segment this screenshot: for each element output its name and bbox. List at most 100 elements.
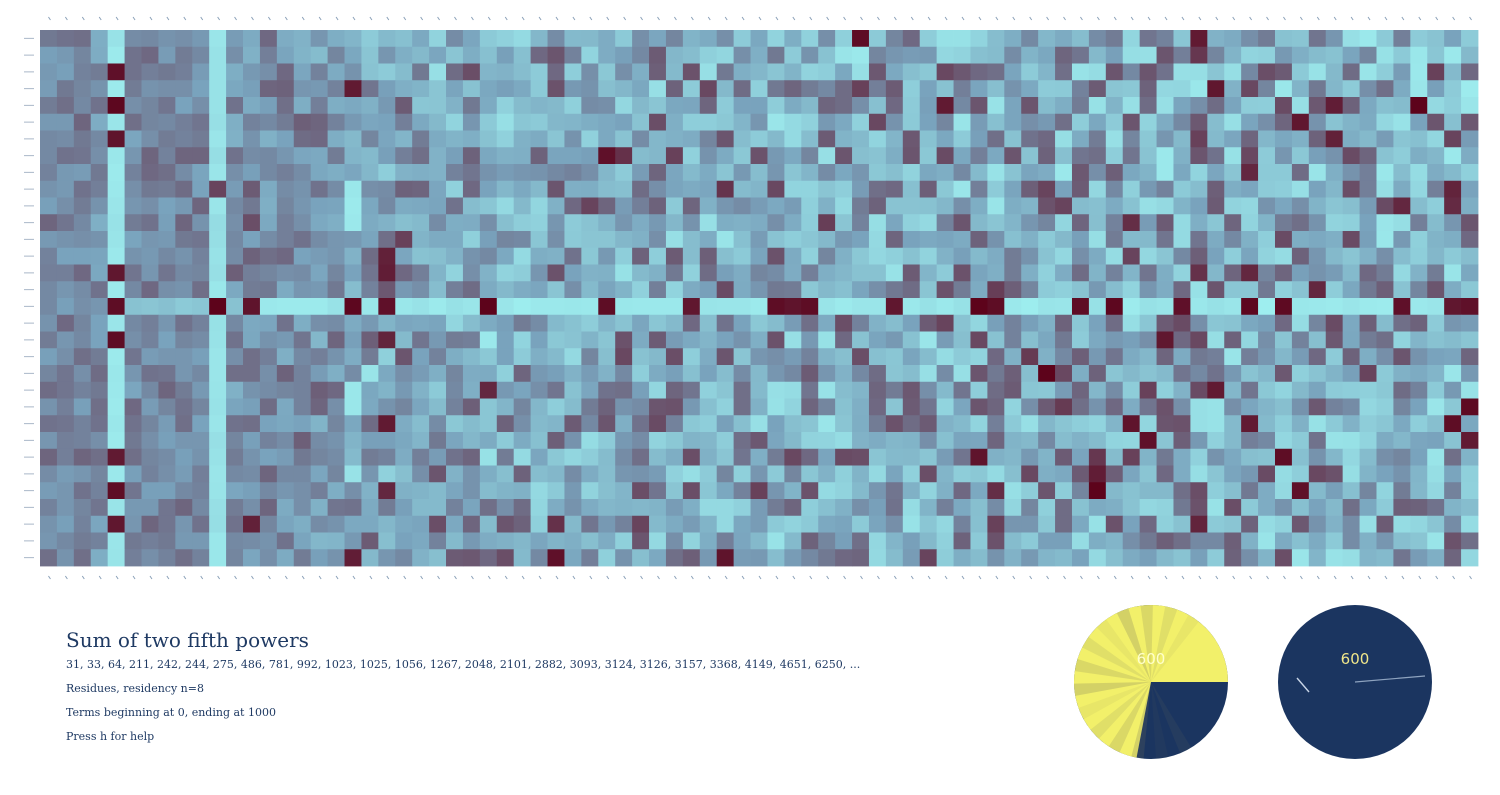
heatmap-cell xyxy=(496,331,515,349)
heatmap-cell xyxy=(868,180,887,198)
heatmap-cell xyxy=(1342,30,1360,48)
heatmap-cell xyxy=(1342,499,1360,517)
heatmap-cell xyxy=(1038,499,1056,517)
heatmap-chart[interactable] xyxy=(0,0,1500,590)
heatmap-cell xyxy=(361,499,379,517)
heatmap-cell xyxy=(276,281,295,299)
heatmap-cell xyxy=(1207,331,1225,349)
heatmap-cell xyxy=(1410,482,1428,500)
heatmap-cell xyxy=(665,532,684,550)
heatmap-cell xyxy=(699,247,718,265)
heatmap-cell xyxy=(1038,197,1056,215)
heatmap-cell xyxy=(1004,197,1022,215)
axis-tick xyxy=(200,575,204,580)
heatmap-cell xyxy=(124,63,142,81)
heatmap-cell xyxy=(479,46,498,64)
heatmap-cell xyxy=(1291,30,1310,48)
heatmap-cell xyxy=(1055,331,1073,349)
heatmap-cell xyxy=(40,499,58,517)
heatmap-cell xyxy=(665,398,684,416)
heatmap-cell xyxy=(462,281,481,299)
heatmap-cell xyxy=(682,130,701,148)
heatmap-cell xyxy=(90,130,109,148)
heatmap-cell xyxy=(987,432,1005,450)
heatmap-cell xyxy=(310,515,328,533)
heatmap-cell xyxy=(1139,398,1157,416)
heatmap-cell xyxy=(868,448,887,466)
heatmap-cell xyxy=(970,214,988,232)
heatmap-cell xyxy=(40,247,58,265)
heatmap-cell xyxy=(429,432,447,450)
pie-chart-right[interactable]: 600 xyxy=(1277,604,1433,760)
heatmap-cell xyxy=(581,415,599,433)
heatmap-cell xyxy=(124,465,142,483)
heatmap-cell xyxy=(1055,281,1073,299)
heatmap-cell xyxy=(902,30,921,48)
heatmap-cell xyxy=(818,314,836,332)
heatmap-cell xyxy=(1004,432,1022,450)
heatmap-cell xyxy=(699,381,718,399)
heatmap-cell xyxy=(1325,314,1344,332)
heatmap-cell xyxy=(1308,197,1327,215)
heatmap-cell xyxy=(1410,231,1428,249)
heatmap-cell xyxy=(1427,398,1445,416)
heatmap-cell xyxy=(868,63,887,81)
heatmap-cell xyxy=(868,147,887,165)
heatmap-cell xyxy=(1207,30,1225,48)
heatmap-cell xyxy=(699,180,718,198)
heatmap-cell xyxy=(632,264,650,282)
heatmap-cell xyxy=(581,80,599,98)
heatmap-cell xyxy=(259,264,278,282)
heatmap-cell xyxy=(462,264,481,282)
heatmap-cell xyxy=(970,46,988,64)
heatmap-cell xyxy=(513,214,532,232)
heatmap-cell xyxy=(1004,30,1022,48)
heatmap-cell xyxy=(1122,381,1141,399)
heatmap-cell xyxy=(784,381,802,399)
heatmap-cell xyxy=(429,46,447,64)
heatmap-cell xyxy=(1055,448,1073,466)
heatmap-cell xyxy=(496,147,515,165)
heatmap-cell xyxy=(141,197,159,215)
heatmap-cell xyxy=(1055,298,1073,316)
heatmap-cell xyxy=(56,30,75,48)
heatmap-cell xyxy=(1139,80,1157,98)
heatmap-cell xyxy=(446,63,464,81)
heatmap-cell xyxy=(1359,381,1377,399)
heatmap-cell xyxy=(716,46,735,64)
heatmap-cell xyxy=(1410,331,1428,349)
heatmap-cell xyxy=(175,231,193,249)
heatmap-cell xyxy=(293,180,312,198)
heatmap-cell xyxy=(936,147,954,165)
heatmap-cell xyxy=(699,231,718,249)
axis-tick xyxy=(640,575,643,580)
heatmap-cell xyxy=(665,113,684,131)
heatmap-cell xyxy=(564,281,582,299)
heatmap-cell xyxy=(1376,130,1394,148)
heatmap-cell xyxy=(243,97,261,115)
heatmap-cell xyxy=(124,264,142,282)
heatmap-cell xyxy=(936,415,954,433)
heatmap-cell xyxy=(56,298,75,316)
heatmap-cell xyxy=(1427,549,1445,567)
axis-tick xyxy=(64,575,68,580)
heatmap-cell xyxy=(1461,147,1479,165)
pie-chart-left[interactable]: 600 xyxy=(1073,604,1229,760)
heatmap-cell xyxy=(1241,63,1259,81)
heatmap-cell xyxy=(1308,281,1327,299)
heatmap-cell xyxy=(1241,80,1259,98)
heatmap-cell xyxy=(649,482,667,500)
heatmap-cell xyxy=(243,180,261,198)
heatmap-cell xyxy=(682,298,701,316)
heatmap-cell xyxy=(767,482,785,500)
heatmap-cell xyxy=(632,499,650,517)
heatmap-cell xyxy=(327,46,345,64)
heatmap-cell xyxy=(1122,63,1141,81)
axis-tick xyxy=(1350,575,1354,580)
heatmap-cell xyxy=(192,432,210,450)
heatmap-cell xyxy=(1224,147,1242,165)
heatmap-cell xyxy=(530,331,548,349)
heatmap-cell xyxy=(124,532,142,550)
heatmap-cell xyxy=(547,164,565,182)
pie-marker xyxy=(1296,677,1310,693)
